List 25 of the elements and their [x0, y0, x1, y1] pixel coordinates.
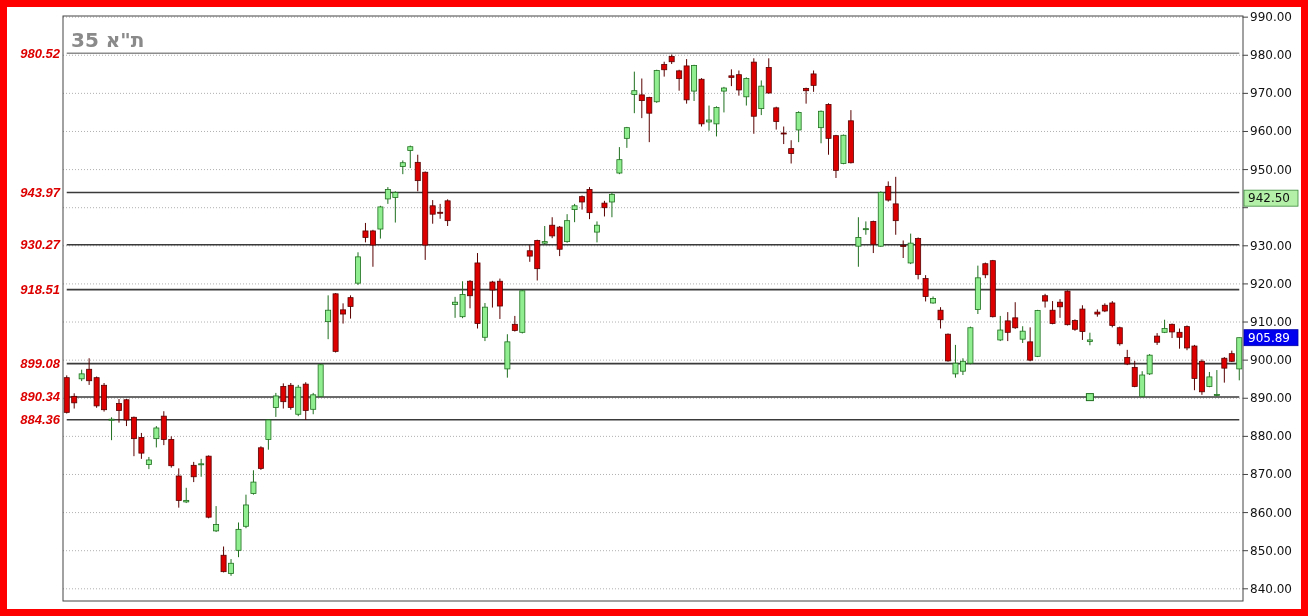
- y-tick-label: 850.00: [1250, 543, 1292, 558]
- y-tick-label: 870.00: [1250, 467, 1292, 482]
- y-tick-label: 880.00: [1250, 429, 1292, 444]
- y-tick-label: 840.00: [1250, 581, 1292, 596]
- y-tick-label: 950.00: [1250, 162, 1292, 177]
- y-tick-label: 980.00: [1250, 48, 1292, 63]
- level-label: 943.97: [20, 185, 60, 201]
- y-tick-label: 970.00: [1250, 86, 1292, 101]
- y-tick-label: 990.00: [1250, 10, 1292, 25]
- y-tick-label: 900.00: [1250, 353, 1292, 368]
- level-label: 890.34: [20, 389, 60, 405]
- level-label: 884.36: [20, 412, 60, 428]
- y-tick-label: 920.00: [1250, 276, 1292, 291]
- level-label: 918.51: [20, 282, 60, 298]
- y-tick-label: 930.00: [1250, 238, 1292, 253]
- y-tick-label: 890.00: [1250, 391, 1292, 406]
- y-tick-label: 910.00: [1250, 315, 1292, 330]
- price-note: 942.50: [1243, 189, 1299, 207]
- level-label: 930.27: [20, 237, 60, 253]
- level-label: 899.08: [20, 356, 60, 372]
- level-label: 980.52: [20, 45, 60, 61]
- y-tick-label: 860.00: [1250, 505, 1292, 520]
- title: ת"א 35: [71, 28, 145, 52]
- price-note: 905.89: [1243, 329, 1299, 347]
- y-tick-label: 960.00: [1250, 124, 1292, 139]
